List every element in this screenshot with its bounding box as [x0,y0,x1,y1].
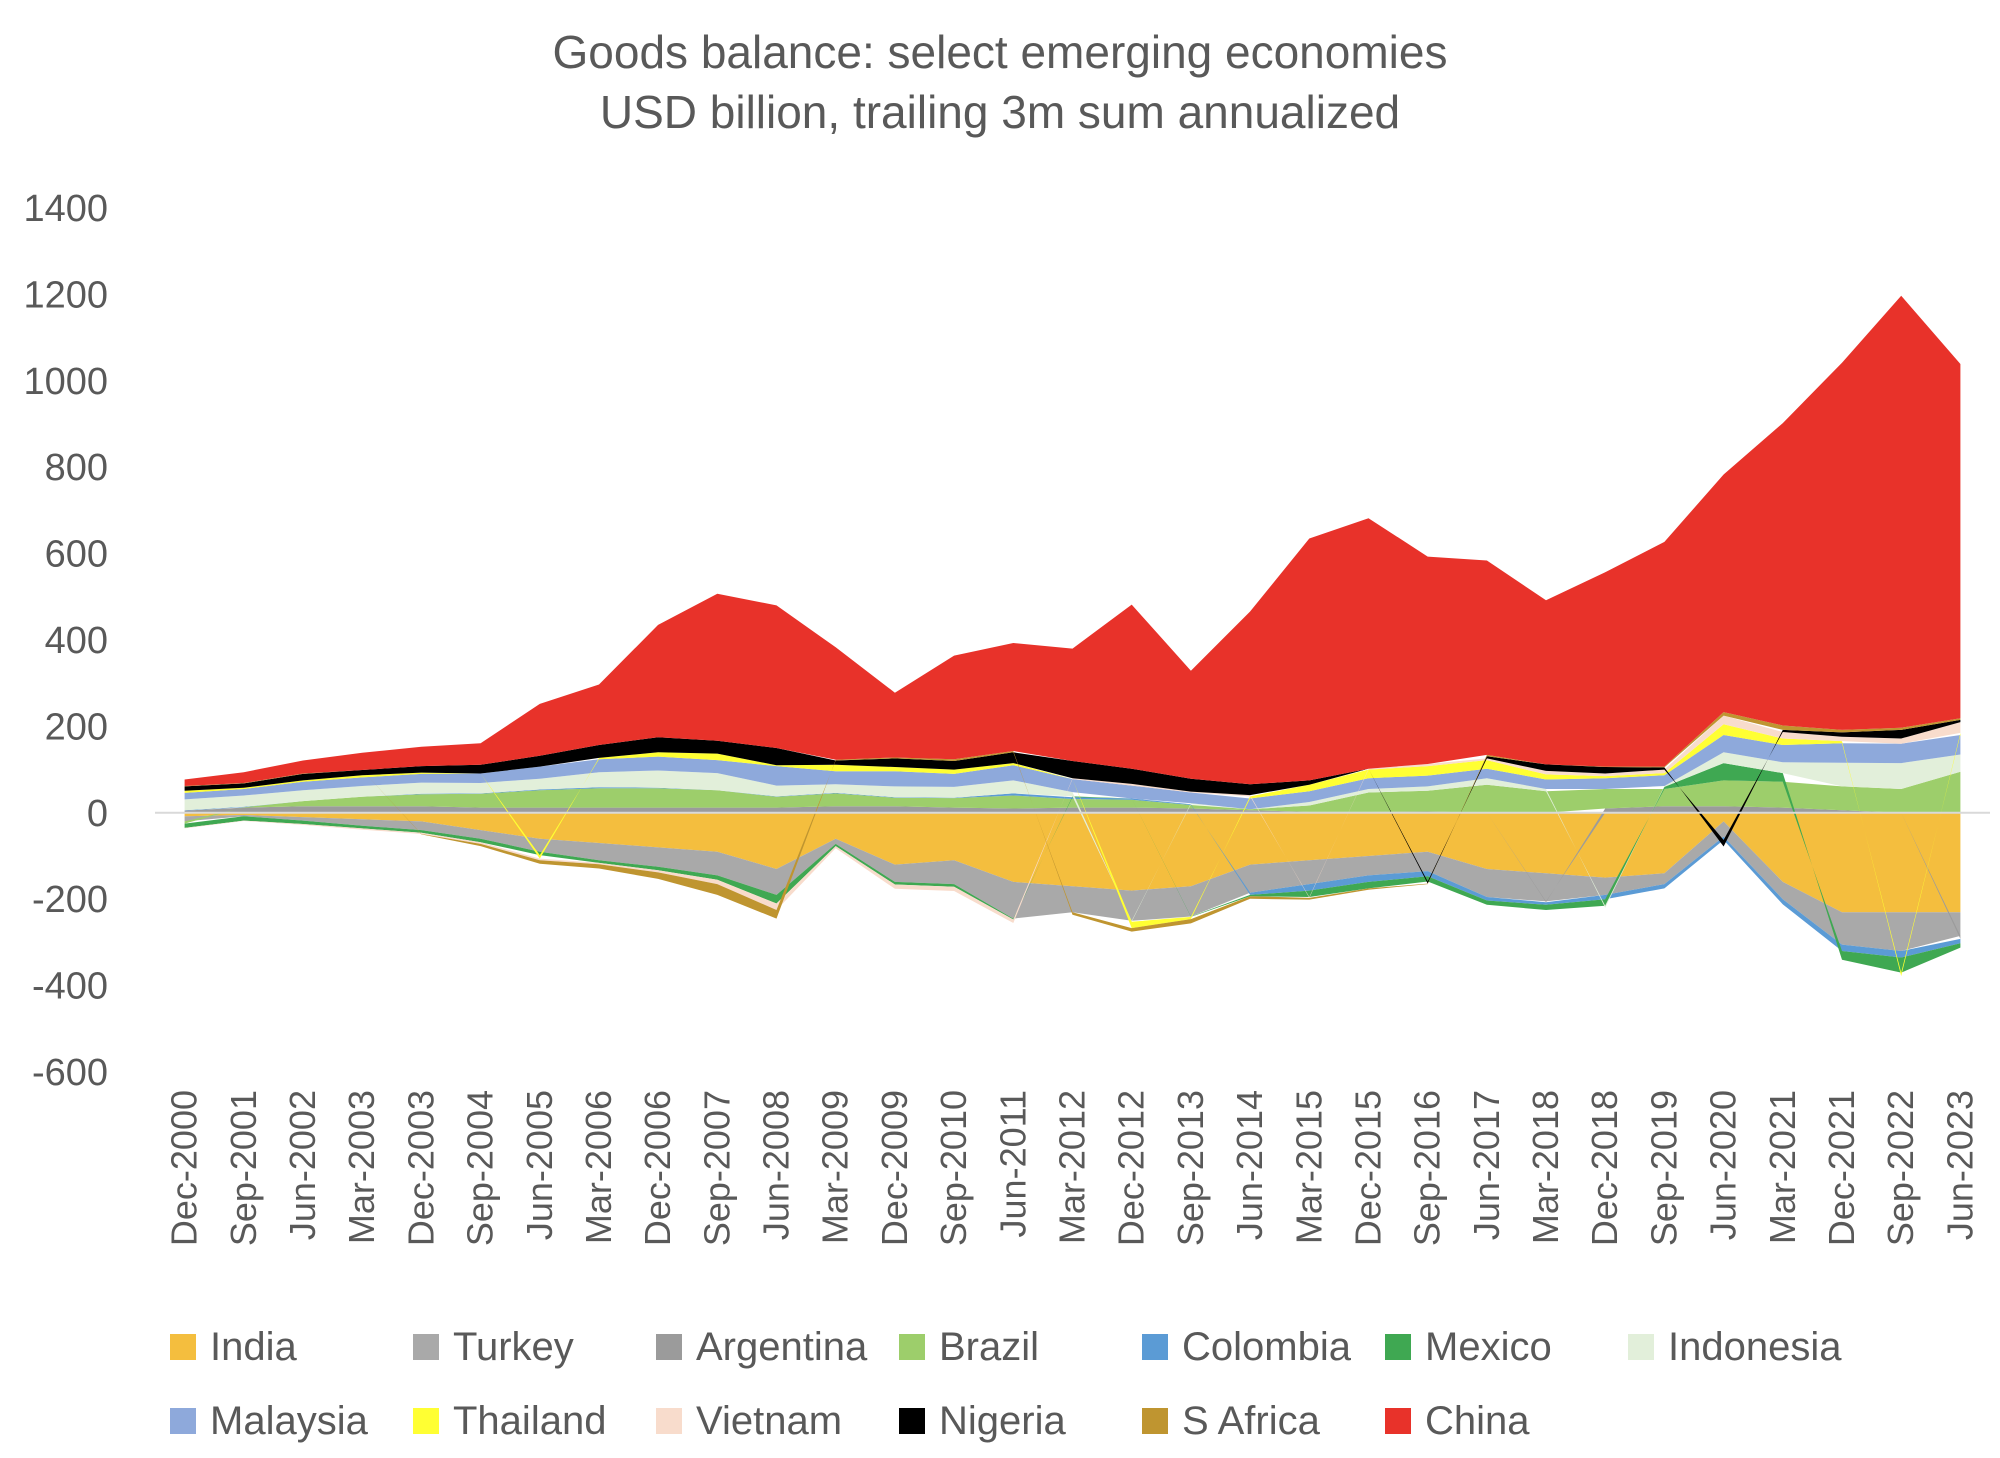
legend-swatch [656,1334,682,1360]
x-tick-label: Sep-2022 [1880,1090,1921,1246]
chart-title-block: Goods balance: select emerging economies… [0,22,2000,142]
x-tick-label: Sep-2013 [1170,1090,1211,1246]
legend-item: Indonesia [1628,1325,1871,1370]
x-tick-label: Dec-2006 [637,1090,678,1246]
y-tick-label: 1400 [23,188,108,230]
legend-swatch [170,1334,196,1360]
x-tick-label: Dec-2009 [874,1090,915,1246]
legend-label: Thailand [453,1398,607,1443]
x-tick-label: Mar-2012 [1052,1090,1093,1244]
x-tick-label: Mar-2006 [578,1090,619,1244]
x-tick-label: Mar-2021 [1762,1090,1803,1244]
y-tick-label: -600 [32,1052,108,1094]
x-tick-label: Dec-2018 [1584,1090,1625,1246]
x-tick-label: Sep-2007 [696,1090,737,1246]
legend-swatch [413,1408,439,1434]
x-tick-label: Jun-2020 [1703,1090,1744,1240]
legend-item: S Africa [1142,1399,1385,1444]
series-area-china [184,295,1961,786]
x-tick-label: Jun-2005 [519,1090,560,1240]
y-tick-label: 1200 [23,274,108,316]
legend-label: Indonesia [1668,1324,1842,1369]
legend-swatch [899,1334,925,1360]
legend-label: Vietnam [696,1398,843,1443]
legend-swatch [1385,1408,1411,1434]
x-tick-label: Dec-2015 [1347,1090,1388,1246]
chart-title: Goods balance: select emerging economies [552,26,1448,78]
series-area-brazil [184,771,1961,824]
legend-item: Brazil [899,1325,1142,1370]
legend-item: Vietnam [656,1399,899,1444]
y-tick-label: 0 [87,793,108,835]
x-tick-label: Sep-2016 [1407,1090,1448,1246]
x-tick-label: Dec-2021 [1821,1090,1862,1246]
x-tick-label: Sep-2001 [223,1090,264,1246]
y-tick-label: 200 [45,706,108,748]
x-tick-label: Jun-2014 [1229,1090,1270,1240]
legend-item: India [170,1325,413,1370]
legend-swatch [1628,1334,1654,1360]
series-area-turkey [184,815,1961,951]
y-tick-label: -400 [32,966,108,1008]
legend-item: Malaysia [170,1399,413,1444]
legend-swatch [1385,1334,1411,1360]
y-tick-label: 1000 [23,361,108,403]
legend-item: China [1385,1399,1628,1444]
series-layer [184,295,1961,977]
x-tick-label: Mar-2015 [1288,1090,1329,1244]
legend-row: Malaysia Thailand Vietnam Nigeria S Africa Ch… [170,1384,1970,1458]
legend-swatch [656,1408,682,1434]
series-area-india [184,812,1961,913]
x-tick-label: Dec-2003 [400,1090,441,1246]
legend-label: S Africa [1182,1398,1320,1443]
y-tick-label: 600 [45,534,108,576]
legend-label: Malaysia [210,1398,368,1443]
legend-swatch [1142,1334,1168,1360]
x-axis: Dec-2000 Sep-2001 Jun-2002 Mar-2003 Dec-2003… [164,1090,1981,1246]
legend-item: Thailand [413,1399,656,1444]
x-tick-label: Jun-2017 [1466,1090,1507,1240]
legend-item: Nigeria [899,1399,1142,1444]
x-tick-label: Sep-2004 [460,1090,501,1246]
series-area-indonesia [184,752,1961,922]
legend-label: Mexico [1425,1324,1552,1369]
x-tick-label: Mar-2003 [341,1090,382,1244]
legend: India Turkey Argentina Brazil Colombia Mexico… [170,1310,1970,1458]
legend-label: Brazil [939,1324,1040,1369]
x-tick-label: Jun-2011 [992,1090,1033,1237]
x-tick-label: Jun-2002 [282,1090,323,1240]
x-tick-label: Dec-2012 [1111,1090,1152,1246]
legend-label: Turkey [453,1324,574,1369]
legend-row: India Turkey Argentina Brazil Colombia Mexico… [170,1310,1970,1384]
x-tick-label: Jun-2008 [756,1090,797,1240]
x-tick-label: Mar-2018 [1525,1090,1566,1244]
x-tick-label: Sep-2010 [933,1090,974,1246]
legend-swatch [413,1334,439,1360]
x-tick-label: Sep-2019 [1643,1090,1684,1246]
legend-swatch [170,1408,196,1434]
legend-label: Colombia [1182,1324,1351,1369]
legend-swatch [1142,1408,1168,1434]
legend-item: Turkey [413,1325,656,1370]
x-tick-label: Jun-2023 [1939,1090,1980,1240]
legend-label: India [210,1324,297,1369]
legend-item: Colombia [1142,1325,1385,1370]
series-area-malaysia [184,735,1961,810]
x-tick-label: Dec-2000 [164,1090,205,1246]
y-tick-label: 800 [45,447,108,489]
legend-item: Mexico [1385,1325,1628,1370]
series-area-vietnam [184,715,1961,923]
legend-item: Argentina [656,1325,899,1370]
legend-label: Argentina [696,1324,868,1369]
x-tick-label: Mar-2009 [815,1090,856,1244]
series-area-nigeria [184,719,1961,884]
chart-subtitle: USD billion, trailing 3m sum annualized [599,86,1401,138]
y-tick-label: -200 [32,879,108,921]
legend-label: Nigeria [939,1398,1066,1443]
legend-label: China [1425,1398,1530,1443]
legend-swatch [899,1408,925,1434]
y-tick-label: 400 [45,620,108,662]
y-axis: 1400 1200 1000 800 600 400 200 0 -200 -400 -600 [23,188,108,1094]
